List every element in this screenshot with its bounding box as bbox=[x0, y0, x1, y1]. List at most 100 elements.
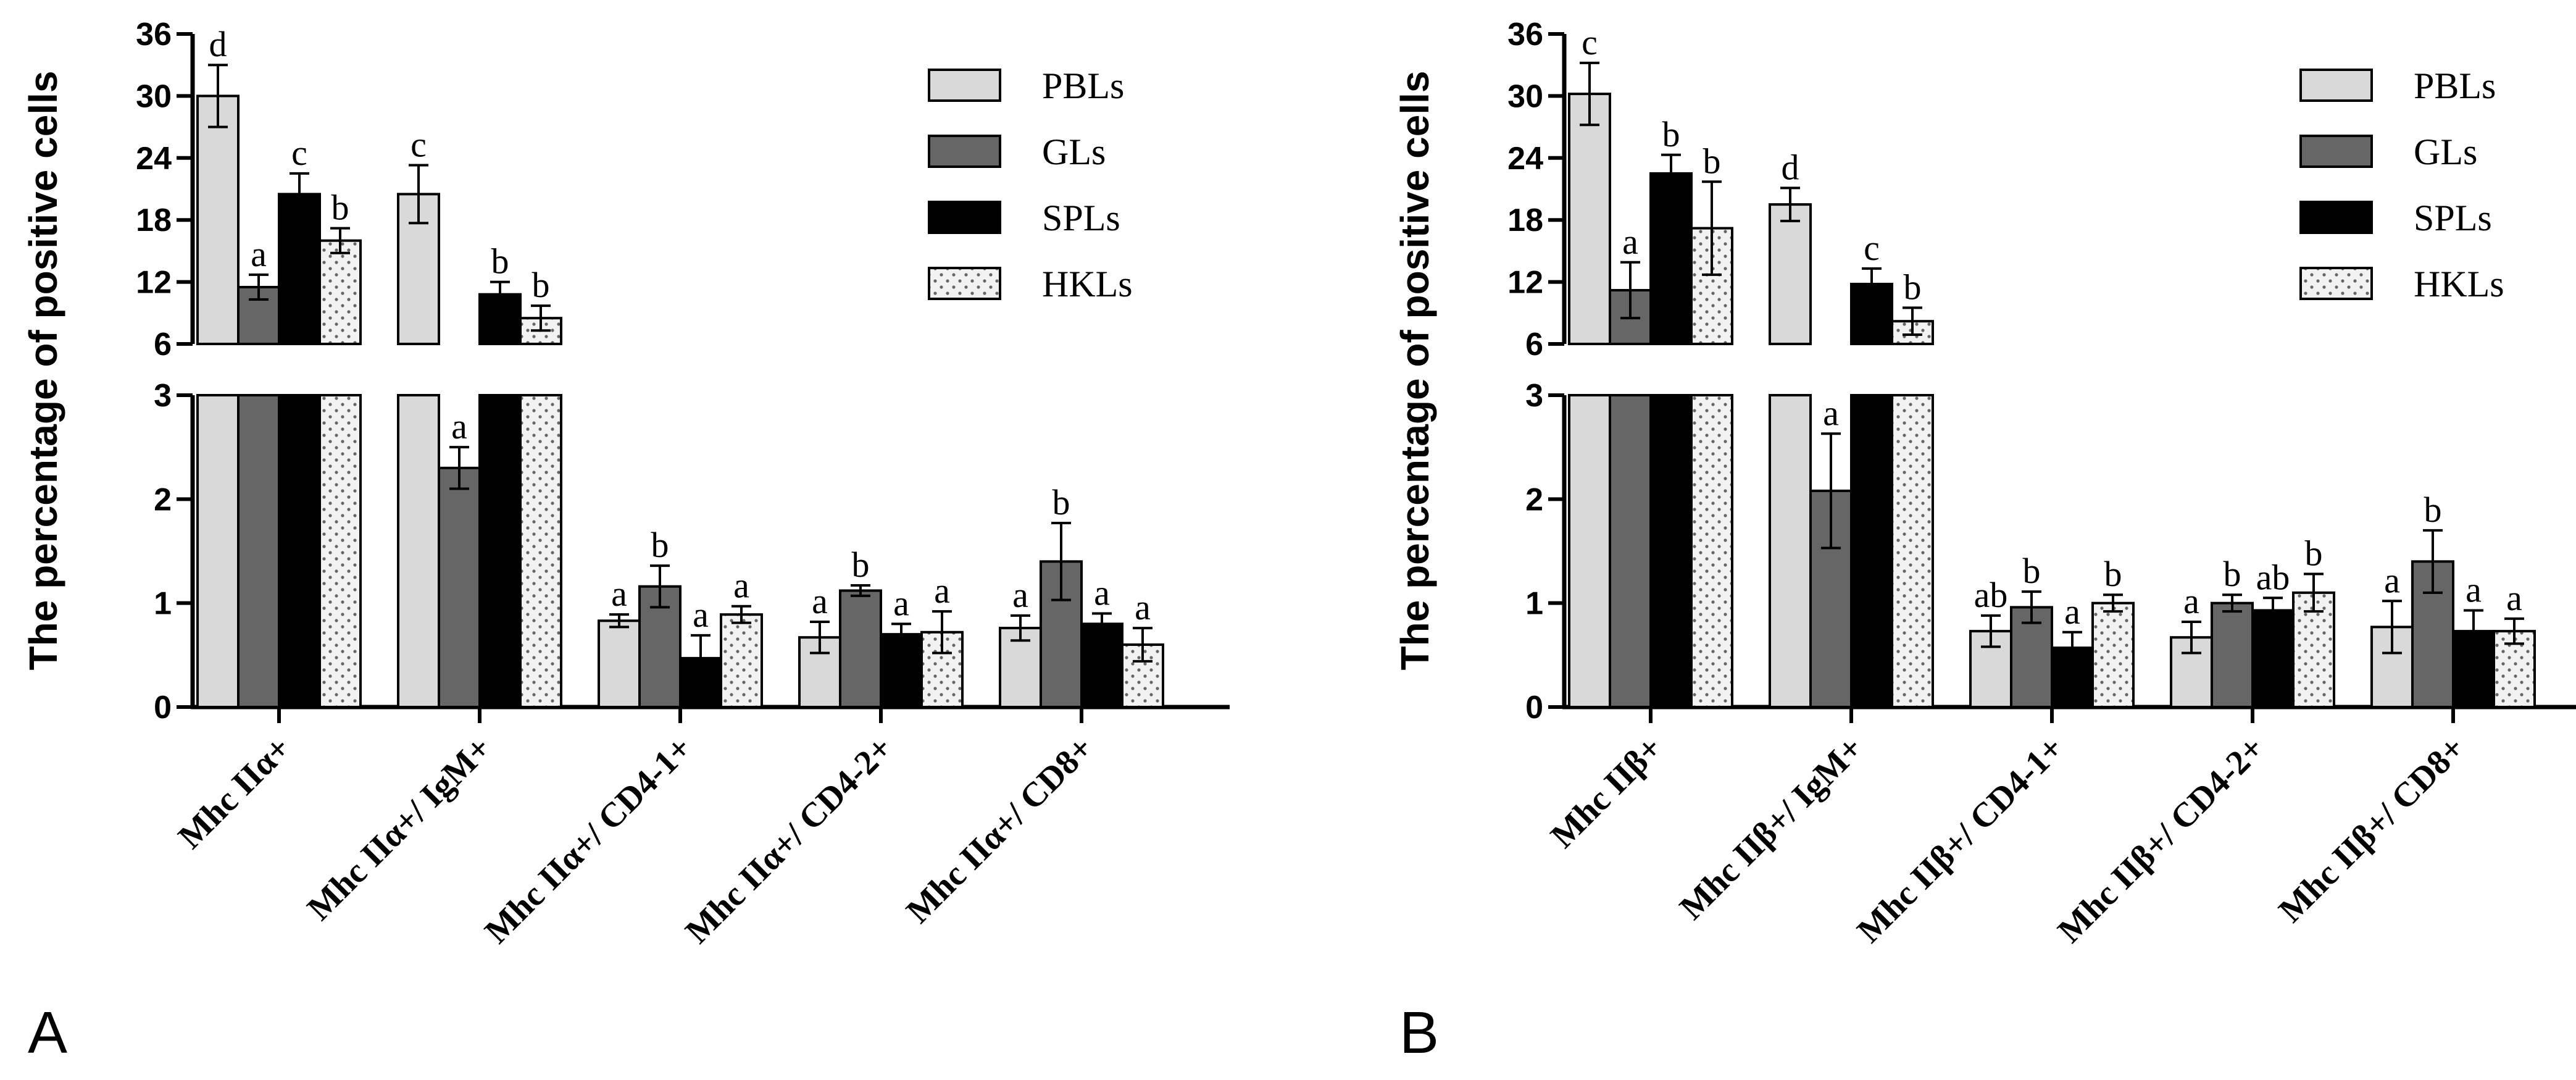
bar-spls bbox=[2251, 609, 2295, 709]
significance-label: a bbox=[1823, 393, 1839, 433]
significance-label: b bbox=[2224, 554, 2241, 594]
significance-label: a bbox=[1622, 222, 1638, 262]
legend-swatch-gls bbox=[928, 135, 1001, 168]
significance-label: c bbox=[291, 133, 307, 173]
significance-label: a bbox=[451, 406, 467, 446]
y-tick-label: 1 bbox=[154, 586, 172, 622]
category-label: Mhc IIα+/ CD4-2+ bbox=[678, 729, 901, 951]
legend-label: GLs bbox=[2414, 132, 2477, 172]
bar-hkls bbox=[1690, 394, 1733, 708]
y-tick-label: 36 bbox=[1507, 17, 1543, 52]
significance-label: a bbox=[733, 566, 749, 606]
category-label: Mhc IIβ+ bbox=[1543, 729, 1670, 855]
significance-label: c bbox=[411, 125, 427, 165]
significance-label: a bbox=[611, 574, 627, 614]
bar-gls bbox=[1609, 394, 1652, 708]
category-label: Mhc IIα+ bbox=[171, 729, 298, 856]
category-label: Mhc IIβ+/ CD8+ bbox=[2272, 729, 2472, 929]
significance-label: c bbox=[1864, 228, 1880, 268]
significance-label: b bbox=[1904, 267, 1922, 307]
significance-label: ab bbox=[1974, 575, 2008, 615]
bar-gls-upper bbox=[237, 285, 280, 346]
bar-gls bbox=[438, 466, 481, 708]
legend-label: HKLs bbox=[2414, 264, 2504, 304]
bar-hkls bbox=[2091, 601, 2135, 709]
significance-label: b bbox=[852, 545, 870, 585]
significance-label: b bbox=[532, 265, 550, 305]
y-tick-label: 24 bbox=[136, 141, 172, 177]
significance-label: a bbox=[893, 583, 909, 623]
y-tick-label: 6 bbox=[154, 327, 172, 362]
bar-pbls bbox=[598, 619, 641, 708]
bar-pbls-upper bbox=[1769, 203, 1812, 345]
bar-pbls-upper bbox=[196, 94, 240, 345]
bar-hkls bbox=[1891, 394, 1934, 708]
significance-label: a bbox=[2466, 569, 2482, 609]
significance-label: b bbox=[1662, 114, 1680, 154]
significance-label: d bbox=[209, 24, 227, 64]
significance-label: b bbox=[2424, 490, 2442, 530]
legend-label: SPLs bbox=[1042, 198, 1120, 238]
category-label: Mhc IIα+/ IgM+ bbox=[300, 729, 499, 927]
y-tick-label: 0 bbox=[1525, 690, 1543, 726]
y-tick-label: 12 bbox=[136, 265, 172, 301]
significance-label: c bbox=[1582, 22, 1598, 62]
significance-label: a bbox=[812, 581, 828, 621]
bar-hkls bbox=[720, 613, 763, 709]
y-tick-label: 18 bbox=[1507, 203, 1543, 238]
legend-swatch-spls bbox=[928, 201, 1001, 234]
legend-swatch-spls bbox=[2299, 201, 2373, 234]
significance-label: ab bbox=[2256, 557, 2290, 597]
bar-gls bbox=[2211, 601, 2254, 709]
significance-label: a bbox=[1012, 575, 1028, 615]
y-tick-label: 12 bbox=[1507, 265, 1543, 301]
significance-label: b bbox=[1703, 141, 1721, 181]
y-tick-label: 3 bbox=[1525, 378, 1543, 414]
significance-label: b bbox=[651, 525, 669, 565]
bar-spls-upper bbox=[278, 193, 321, 345]
y-tick-label: 24 bbox=[1507, 141, 1543, 177]
bar-hkls bbox=[519, 394, 562, 708]
bar-spls-upper bbox=[1649, 172, 1693, 345]
y-tick-label: 1 bbox=[1525, 586, 1543, 622]
category-label: Mhc IIβ+/ CD4-1+ bbox=[1850, 729, 2071, 950]
significance-label: a bbox=[251, 234, 267, 274]
bar-gls bbox=[237, 394, 280, 708]
significance-label: d bbox=[1782, 147, 1799, 187]
significance-label: b bbox=[2305, 534, 2323, 574]
significance-label: b bbox=[2023, 551, 2041, 591]
legend-swatch-hkls bbox=[928, 267, 1001, 300]
significance-label: a bbox=[2183, 581, 2199, 621]
bar-hkls bbox=[319, 394, 362, 708]
significance-label: a bbox=[1135, 587, 1151, 627]
significance-label: a bbox=[2506, 578, 2522, 618]
y-tick-label: 30 bbox=[1507, 78, 1543, 114]
y-tick-label: 2 bbox=[154, 482, 172, 517]
panel-label: A bbox=[28, 1000, 67, 1066]
y-tick-label: 6 bbox=[1525, 327, 1543, 362]
legend-swatch-hkls bbox=[2299, 267, 2373, 300]
significance-label: b bbox=[331, 188, 349, 228]
legend-label: SPLs bbox=[2414, 198, 2492, 238]
y-tick-label: 18 bbox=[136, 203, 172, 238]
legend-label: HKLs bbox=[1042, 264, 1133, 304]
y-tick-label: 36 bbox=[136, 17, 172, 52]
bar-spls bbox=[478, 394, 522, 708]
legend-label: GLs bbox=[1042, 132, 1106, 172]
bar-spls bbox=[278, 394, 321, 708]
bar-gls bbox=[839, 589, 882, 709]
y-axis-title: The percentage of positive cells bbox=[21, 71, 65, 671]
legend-swatch-gls bbox=[2299, 135, 2373, 168]
legend-swatch-pbls bbox=[928, 69, 1001, 102]
category-label: Mhc IIα+/ CD8+ bbox=[899, 729, 1101, 931]
bar-hkls-upper bbox=[319, 239, 362, 345]
significance-label: b bbox=[491, 241, 509, 282]
bar-pbls-upper bbox=[1568, 93, 1611, 345]
significance-label: b bbox=[1052, 482, 1070, 522]
significance-label: a bbox=[2384, 560, 2400, 600]
y-tick-label: 3 bbox=[154, 378, 172, 414]
bar-pbls bbox=[196, 394, 240, 708]
panel-label: B bbox=[1399, 1000, 1439, 1066]
y-tick-label: 30 bbox=[136, 78, 172, 114]
